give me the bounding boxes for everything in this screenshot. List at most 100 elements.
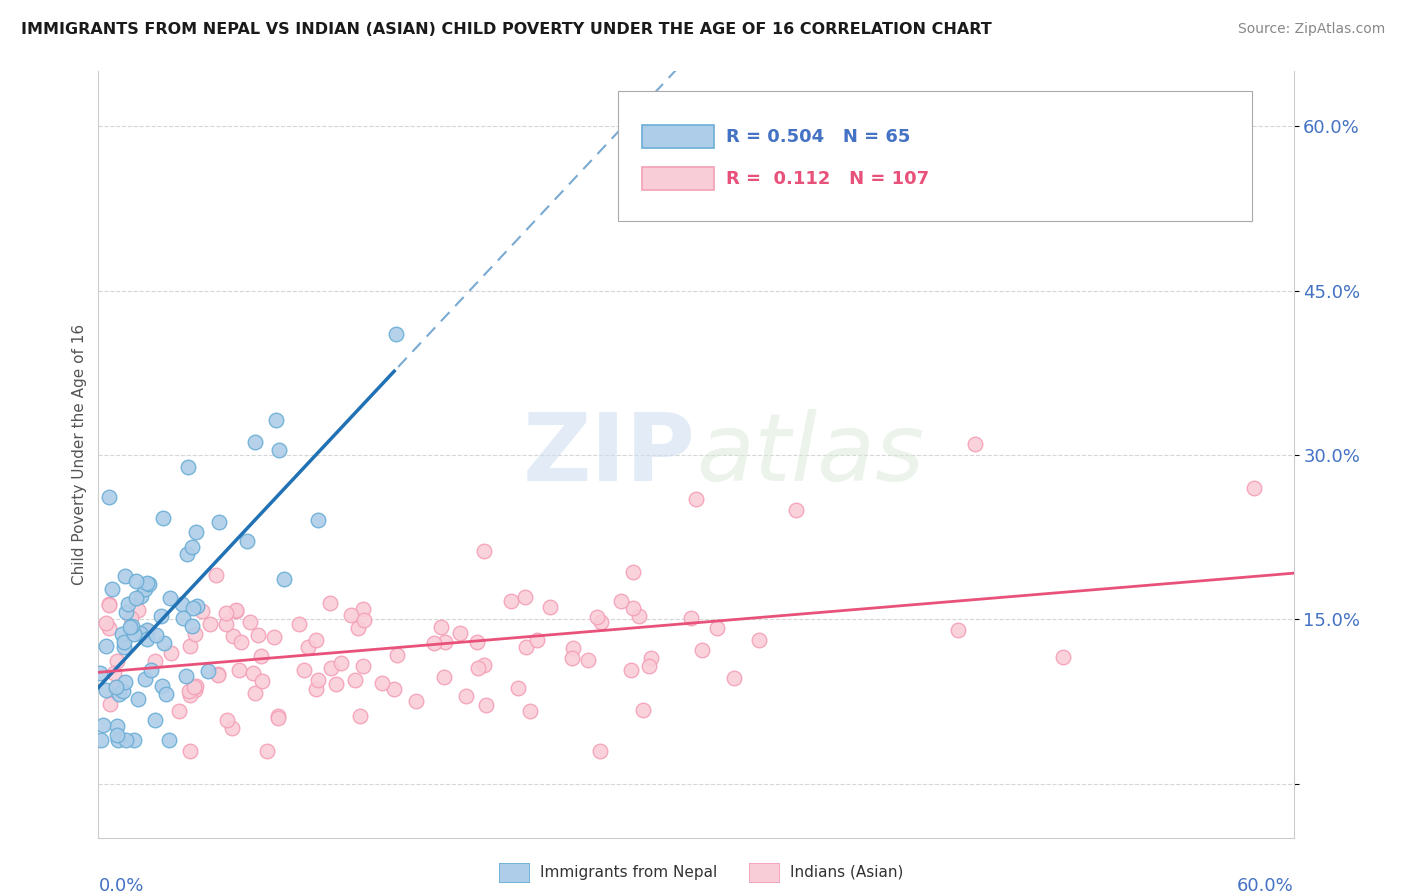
Point: [347, 621, 370, 635]
Point: [176, 669, 198, 683]
Point: [191, 604, 214, 618]
Point: [136, 575, 159, 590]
Point: [236, 534, 259, 549]
Text: Indians (Asian): Indians (Asian): [790, 865, 904, 880]
Text: IMMIGRANTS FROM NEPAL VS INDIAN (ASIAN) CHILD POVERTY UNDER THE AGE OF 16 CORREL: IMMIGRANTS FROM NEPAL VS INDIAN (ASIAN) …: [21, 22, 991, 37]
Point: [94, 682, 117, 697]
Point: [125, 591, 148, 606]
Point: [152, 511, 174, 525]
Point: [172, 611, 194, 625]
Text: R = 0.504   N = 65: R = 0.504 N = 65: [725, 128, 910, 145]
Point: [352, 602, 374, 616]
Point: [685, 491, 707, 506]
Point: [307, 673, 329, 687]
Point: [181, 601, 204, 615]
Point: [627, 609, 650, 624]
Point: [267, 711, 290, 725]
Point: [170, 597, 193, 611]
Point: [352, 658, 374, 673]
Point: [105, 680, 128, 694]
Point: [423, 636, 446, 650]
Point: [526, 632, 548, 647]
Point: [433, 635, 456, 649]
Point: [472, 658, 495, 673]
Point: [143, 654, 166, 668]
Point: [475, 698, 498, 713]
Point: [138, 577, 160, 591]
Point: [207, 667, 229, 681]
Point: [134, 672, 156, 686]
Bar: [643, 125, 714, 148]
Point: [89, 665, 111, 680]
Point: [159, 591, 181, 605]
Point: [205, 567, 228, 582]
Point: [179, 639, 201, 653]
Point: [120, 620, 142, 634]
Point: [242, 665, 264, 680]
Point: [273, 572, 295, 586]
Point: [304, 632, 326, 647]
Point: [122, 732, 145, 747]
Point: [105, 728, 128, 742]
Point: [114, 605, 136, 619]
Point: [239, 615, 262, 629]
Text: 60.0%: 60.0%: [1237, 878, 1294, 892]
Point: [91, 718, 114, 732]
Point: [176, 547, 198, 561]
Point: [215, 606, 238, 620]
Point: [430, 619, 453, 633]
Y-axis label: Child Poverty Under the Age of 16: Child Poverty Under the Age of 16: [72, 325, 87, 585]
Point: [330, 656, 353, 670]
Point: [167, 704, 190, 718]
Point: [121, 619, 143, 633]
Point: [111, 627, 134, 641]
Point: [184, 682, 207, 697]
Point: [263, 630, 285, 644]
Point: [129, 625, 152, 640]
Point: [454, 689, 477, 703]
Point: [288, 617, 311, 632]
Point: [245, 434, 267, 449]
Point: [633, 703, 655, 717]
Point: [177, 460, 200, 475]
Point: [155, 687, 177, 701]
Point: [127, 602, 149, 616]
Point: [538, 600, 561, 615]
Text: 0.0%: 0.0%: [98, 878, 143, 892]
Point: [449, 626, 471, 640]
Point: [105, 654, 128, 668]
Point: [384, 681, 406, 696]
Point: [640, 650, 662, 665]
Point: [184, 679, 207, 693]
Text: ZIP: ZIP: [523, 409, 696, 501]
Point: [946, 623, 969, 637]
Point: [157, 732, 180, 747]
Point: [107, 687, 129, 701]
Point: [120, 611, 142, 625]
Point: [179, 683, 201, 698]
Point: [180, 540, 202, 554]
Point: [1243, 481, 1265, 495]
Point: [134, 582, 156, 596]
Point: [266, 413, 288, 427]
Point: [621, 565, 644, 579]
Point: [139, 663, 162, 677]
Point: [145, 713, 167, 727]
Point: [94, 615, 117, 630]
Point: [506, 681, 529, 695]
Text: atlas: atlas: [696, 409, 924, 500]
Point: [243, 686, 266, 700]
Point: [136, 624, 159, 638]
Point: [136, 624, 159, 638]
Point: [225, 604, 247, 618]
Point: [465, 635, 488, 649]
Point: [371, 676, 394, 690]
Text: R =  0.112   N = 107: R = 0.112 N = 107: [725, 169, 929, 187]
Text: Source: ZipAtlas.com: Source: ZipAtlas.com: [1237, 22, 1385, 37]
Point: [297, 640, 319, 654]
Point: [256, 744, 278, 758]
Point: [127, 692, 149, 706]
Point: [723, 672, 745, 686]
Point: [353, 613, 375, 627]
Point: [589, 744, 612, 758]
